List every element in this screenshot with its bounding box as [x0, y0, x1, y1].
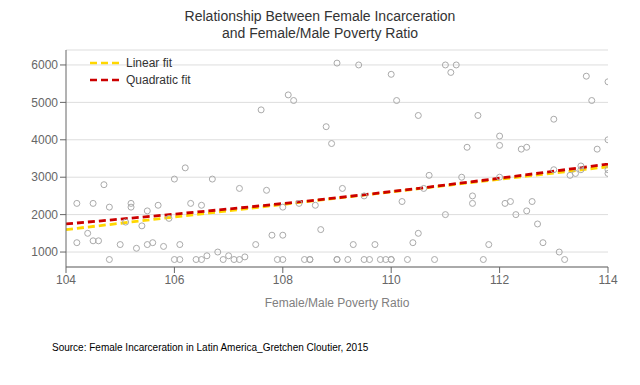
- svg-text:106: 106: [164, 273, 184, 287]
- svg-text:110: 110: [382, 273, 401, 287]
- svg-text:Female/Male Poverty Ratio: Female/Male Poverty Ratio: [265, 296, 410, 310]
- html-text:Linear fit: Linear fit: [126, 56, 172, 70]
- svg-text:6000: 6000: [31, 58, 58, 72]
- svg-text:5000: 5000: [31, 96, 58, 110]
- svg-text:3000: 3000: [31, 170, 58, 184]
- svg-text:104: 104: [56, 273, 76, 287]
- svg-text:108: 108: [273, 273, 293, 287]
- html-text:Source: Female Incarceration i: Source: Female Incarceration in Latin Am…: [52, 342, 369, 353]
- html-text:Relationship Between Female In: Relationship Between Female Incarceratio…: [184, 8, 456, 41]
- svg-text:114: 114: [598, 273, 617, 287]
- svg-text:112: 112: [490, 273, 509, 287]
- svg-text:4000: 4000: [31, 133, 58, 147]
- svg-text:2000: 2000: [31, 208, 58, 222]
- html-text:Quadratic fit: Quadratic fit: [126, 73, 191, 87]
- svg-text:1000: 1000: [31, 245, 58, 259]
